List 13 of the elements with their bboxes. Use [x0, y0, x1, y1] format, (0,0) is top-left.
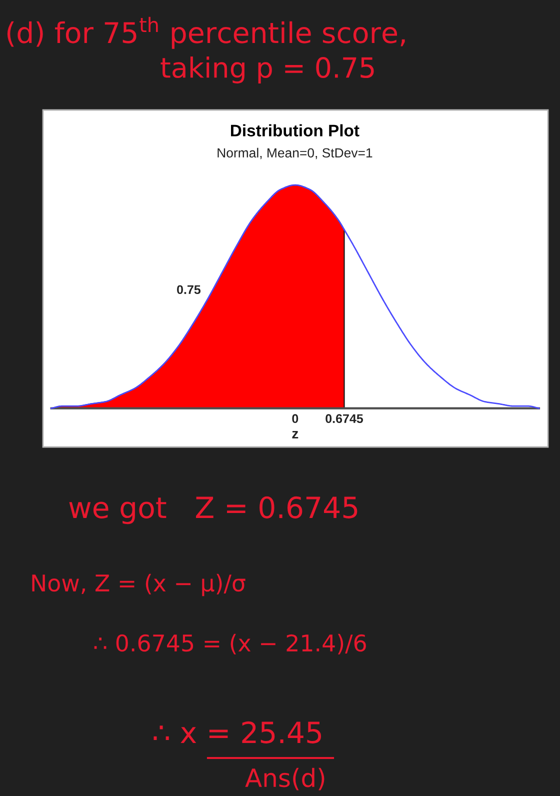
text: we got Z = 0.6745: [69, 496, 358, 524]
text: ∴ 0.6745 = (x − 21.4)/6: [94, 634, 366, 654]
annotation: 0.75: [177, 285, 201, 294]
text: Now, Z = (x − μ)/σ: [32, 574, 246, 596]
x-axis-title: z: [292, 431, 298, 438]
text: Ans(d): [245, 768, 324, 790]
text: (d) for 75$^{th}$ percentile score,: [7, 16, 405, 49]
chart-subtitle: Normal, Mean=0, StDev=1: [218, 148, 372, 160]
text: ∴ x = 25.45: [154, 721, 322, 744]
x-tick-label: 0.6745: [326, 414, 364, 424]
text: taking p = 0.75: [160, 56, 374, 84]
x-tick-label: 0: [292, 414, 298, 424]
chart-title: Distribution Plot: [231, 124, 360, 136]
